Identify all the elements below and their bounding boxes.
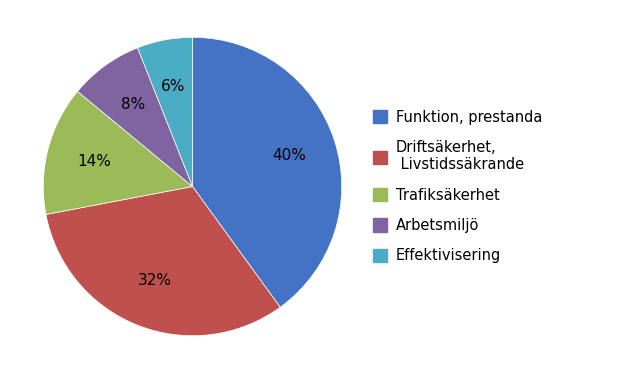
Legend: Funktion, prestanda, Driftsäkerhet,
 Livstidssäkrande, Trafiksäkerhet, Arbetsmil: Funktion, prestanda, Driftsäkerhet, Livs… bbox=[373, 110, 542, 263]
Text: 14%: 14% bbox=[77, 154, 111, 169]
Wedge shape bbox=[43, 91, 193, 214]
Wedge shape bbox=[78, 48, 193, 186]
Wedge shape bbox=[46, 186, 280, 336]
Text: 32%: 32% bbox=[138, 273, 172, 288]
Wedge shape bbox=[193, 37, 342, 307]
Text: 6%: 6% bbox=[161, 79, 186, 94]
Wedge shape bbox=[138, 37, 193, 187]
Text: 8%: 8% bbox=[120, 97, 145, 112]
Text: 40%: 40% bbox=[272, 148, 306, 163]
